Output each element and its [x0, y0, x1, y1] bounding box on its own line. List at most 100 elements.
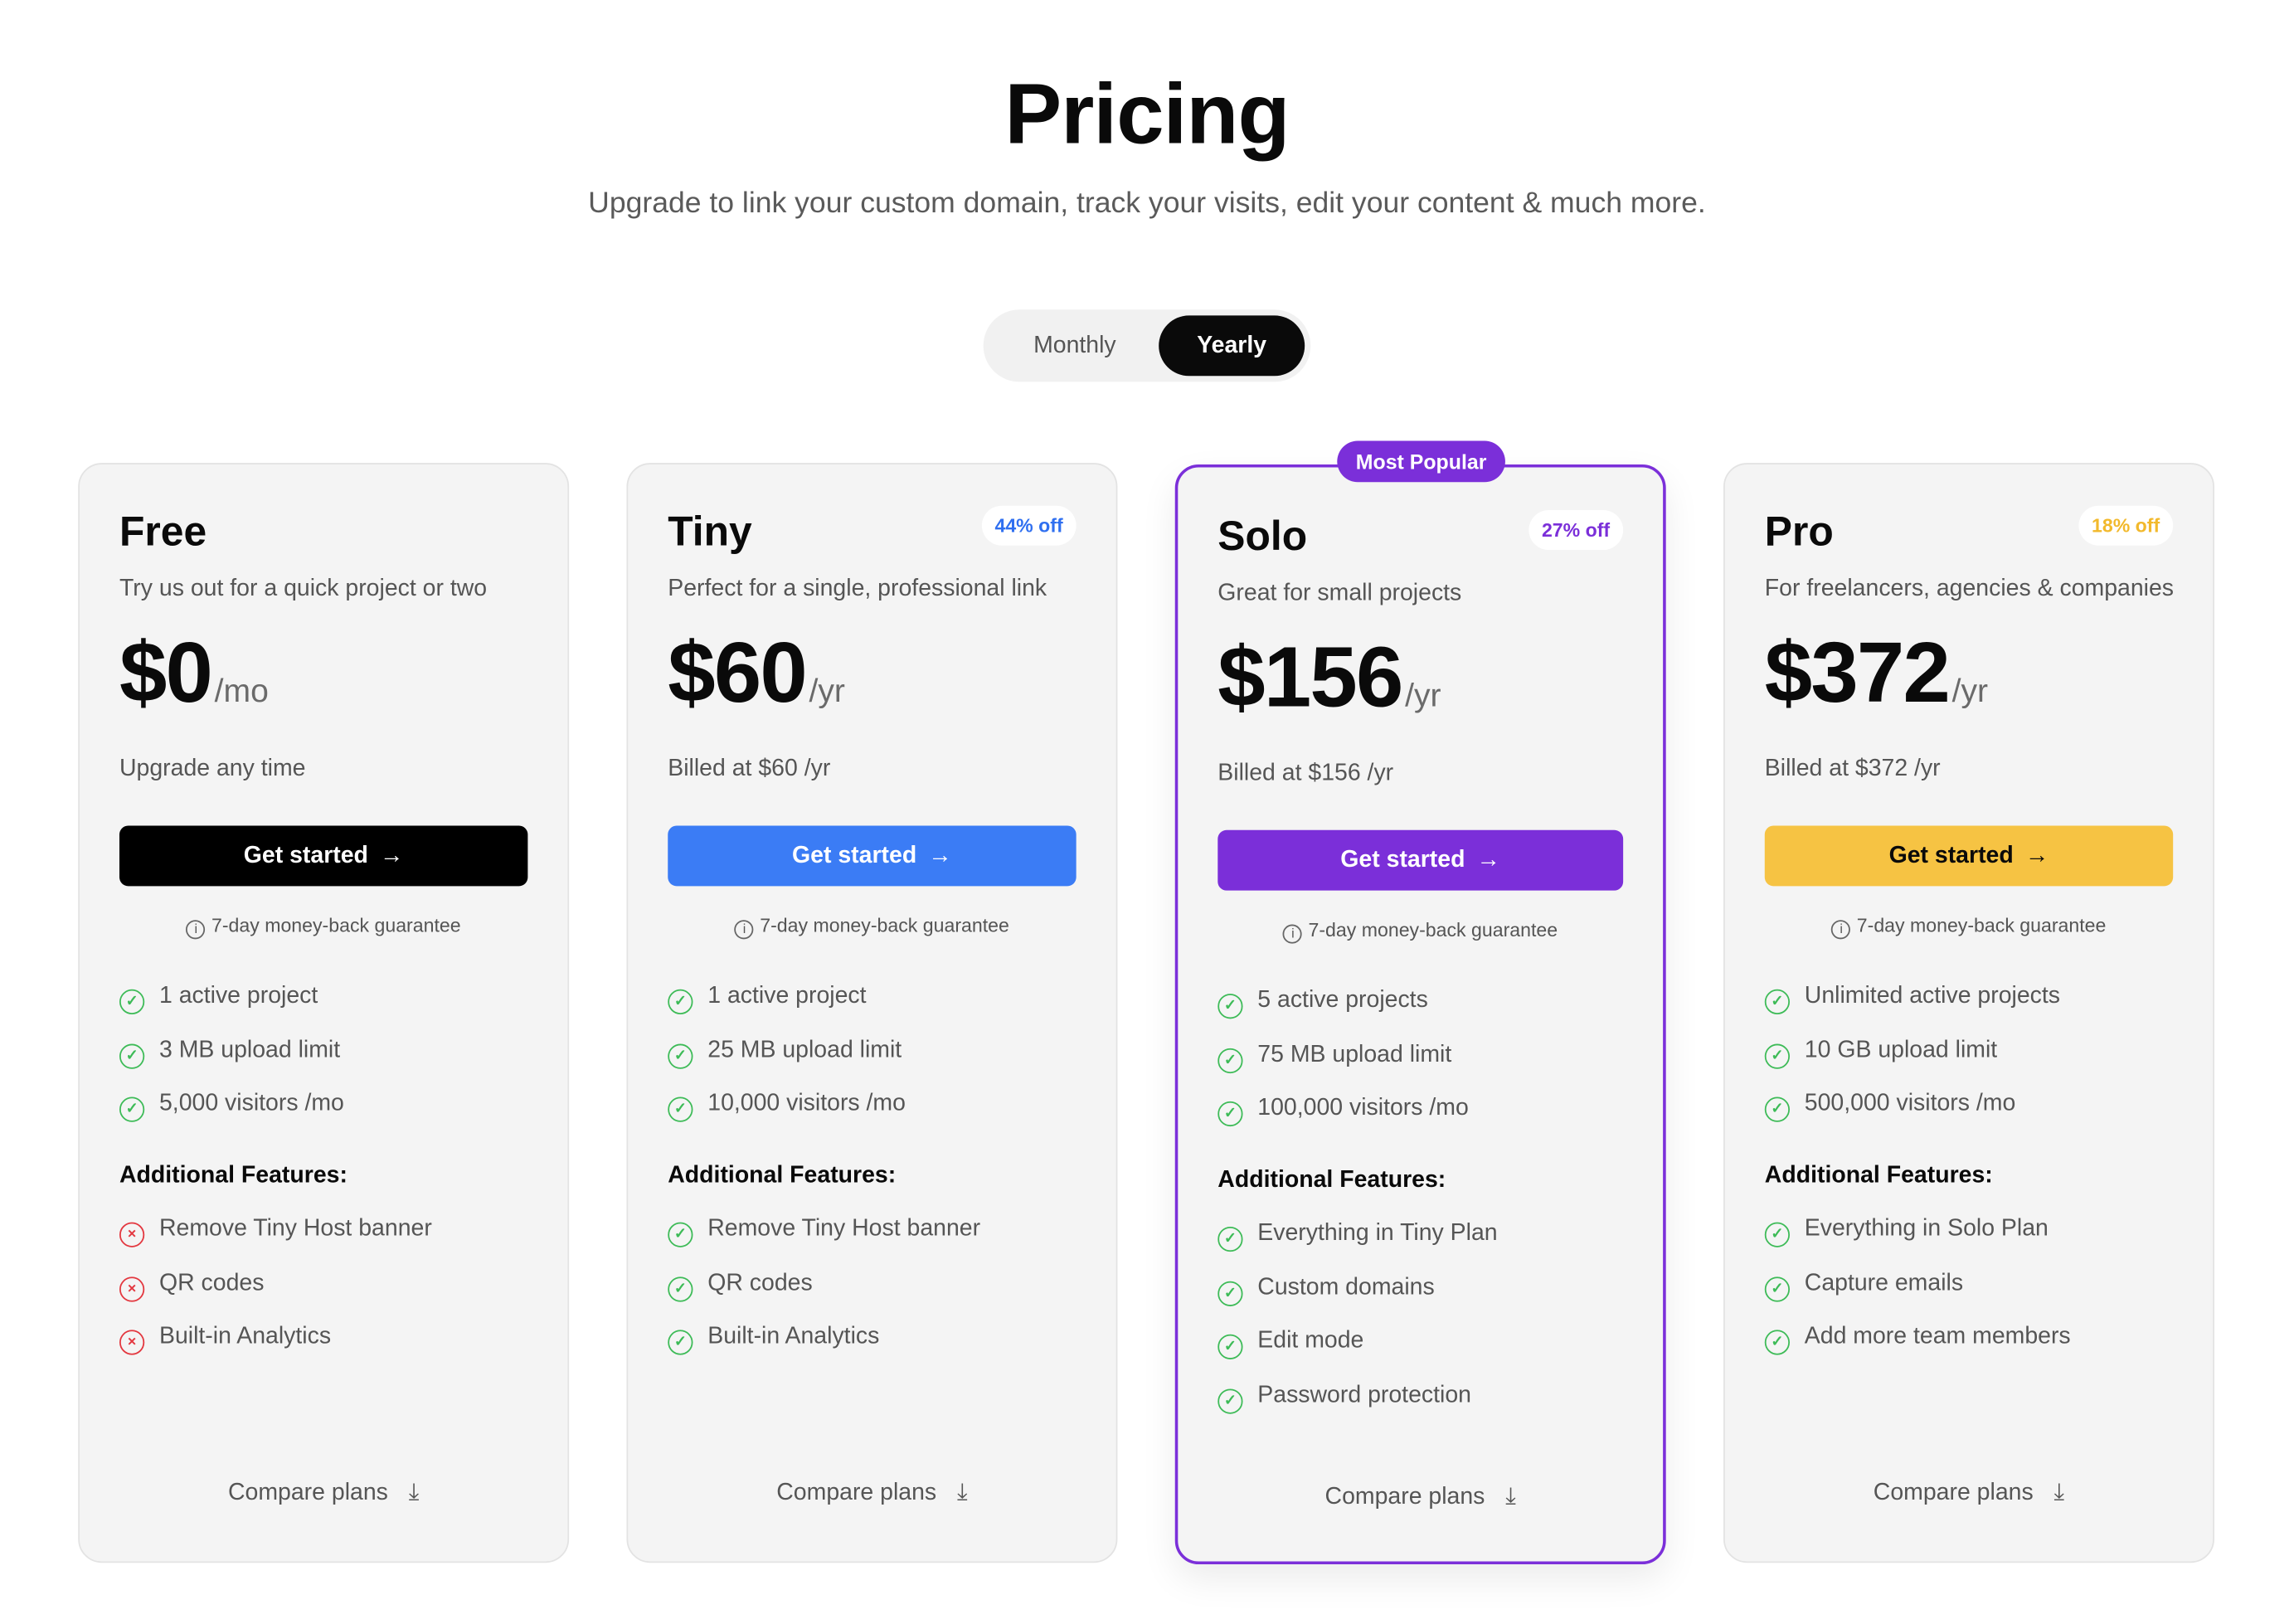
additional-feature-item: ✓ Built-in Analytics: [668, 1324, 879, 1355]
check-circle-icon: ✓: [1764, 1043, 1791, 1068]
check-circle-icon: ✓: [1764, 1276, 1791, 1301]
check-circle-icon: ✓: [119, 989, 145, 1014]
feature-label: Everything in Tiny Plan: [1257, 1220, 1498, 1247]
plan-name: Free: [119, 508, 207, 555]
feature-label: Remove Tiny Host banner: [158, 1216, 432, 1242]
feature-label: 5,000 visitors /mo: [158, 1091, 344, 1116]
compare-label: Compare plans: [228, 1480, 388, 1505]
plan-price: $0/mo: [119, 624, 269, 722]
plan-name: Tiny: [668, 508, 752, 555]
x-circle-icon: ×: [119, 1222, 145, 1247]
button-label: Get started: [792, 843, 917, 869]
feature-item: ✓ 3 MB upload limit: [119, 1038, 340, 1068]
additional-features-heading: Additional Features:: [668, 1163, 897, 1189]
plan-card-solo: Most Popular Solo 27% off Great for small p…: [1174, 440, 1666, 1565]
get-started-button[interactable]: Get started →: [1217, 829, 1624, 891]
get-started-button[interactable]: Get started →: [668, 825, 1077, 887]
discount-badge: 18% off: [2078, 505, 2174, 546]
info-icon: i: [1831, 920, 1851, 940]
additional-feature-item: ✓ Everything in Solo Plan: [1764, 1216, 2049, 1247]
money-back-guarantee: i 7-day money-back guarantee: [668, 914, 1076, 940]
x-circle-icon: ×: [119, 1330, 145, 1355]
get-started-button[interactable]: Get started →: [119, 825, 528, 887]
feature-item: ✓ 10 GB upload limit: [1764, 1038, 1997, 1068]
check-circle-icon: ✓: [1764, 1096, 1791, 1122]
feature-item: ✓ 5,000 visitors /mo: [119, 1091, 344, 1122]
page-title: Pricing: [1004, 66, 1290, 163]
additional-features-heading: Additional Features:: [1217, 1167, 1446, 1194]
feature-label: 10,000 visitors /mo: [707, 1091, 906, 1116]
price-period: /mo: [214, 672, 269, 710]
plan-description: Perfect for a single, professional link: [668, 576, 1047, 602]
check-circle-icon: ✓: [1764, 1330, 1791, 1355]
check-circle-icon: ✓: [668, 989, 693, 1014]
plan-price: $60/yr: [668, 624, 845, 722]
check-circle-icon: ✓: [1217, 1280, 1243, 1306]
money-back-guarantee: i 7-day money-back guarantee: [1765, 914, 2173, 940]
additional-features-heading: Additional Features:: [119, 1163, 348, 1189]
page-subtitle: Upgrade to link your custom domain, trac…: [588, 187, 1706, 220]
guarantee-text: 7-day money-back guarantee: [760, 914, 1009, 936]
plan-name: Pro: [1764, 508, 1834, 555]
info-icon: i: [735, 920, 755, 940]
additional-feature-item: ✓ Everything in Tiny Plan: [1217, 1220, 1498, 1252]
most-popular-badge: Most Popular: [1337, 440, 1505, 483]
additional-feature-item: ✓ Remove Tiny Host banner: [668, 1217, 980, 1247]
guarantee-text: 7-day money-back guarantee: [1856, 914, 2107, 936]
additional-feature-item: × Built-in Analytics: [119, 1324, 332, 1355]
feature-label: Unlimited active projects: [1804, 983, 2061, 1009]
check-circle-icon: ✓: [668, 1276, 693, 1301]
feature-label: 1 active project: [158, 983, 318, 1009]
check-circle-icon: ✓: [119, 1043, 145, 1068]
check-circle-icon: ✓: [668, 1222, 693, 1247]
billing-note: Billed at $60 /yr: [668, 756, 831, 782]
compare-label: Compare plans: [1873, 1480, 2034, 1505]
billing-toggle: Monthly Yearly: [983, 309, 1311, 382]
price-period: /yr: [809, 672, 845, 710]
arrow-right-icon: →: [1476, 848, 1501, 873]
feature-label: Built-in Analytics: [158, 1324, 332, 1349]
feature-label: Remove Tiny Host banner: [707, 1216, 981, 1242]
feature-item: ✓ 100,000 visitors /mo: [1217, 1096, 1469, 1127]
feature-item: ✓ 1 active project: [119, 984, 318, 1014]
download-icon: ⤓: [408, 1480, 420, 1505]
plan-description: Great for small projects: [1217, 581, 1462, 606]
x-circle-icon: ×: [119, 1276, 145, 1301]
feature-label: 25 MB upload limit: [707, 1037, 902, 1062]
feature-item: ✓ 10,000 visitors /mo: [668, 1091, 906, 1122]
compare-plans-link[interactable]: Compare plans ⤓: [668, 1481, 1076, 1507]
compare-plans-link[interactable]: Compare plans ⤓: [119, 1481, 527, 1507]
check-circle-icon: ✓: [1217, 1101, 1243, 1127]
guarantee-text: 7-day money-back guarantee: [1308, 918, 1558, 941]
feature-label: Everything in Solo Plan: [1804, 1216, 2049, 1242]
get-started-button[interactable]: Get started →: [1764, 825, 2174, 887]
price-period: /yr: [1405, 676, 1441, 714]
money-back-guarantee: i 7-day money-back guarantee: [1217, 918, 1623, 944]
billing-note: Upgrade any time: [119, 756, 306, 782]
price-amount: $156: [1217, 630, 1403, 726]
additional-feature-item: ✓ QR codes: [668, 1270, 813, 1301]
button-label: Get started: [243, 843, 368, 869]
plan-name: Solo: [1217, 513, 1308, 559]
monthly-option[interactable]: Monthly: [1033, 333, 1116, 358]
plan-card-tiny: Tiny 44% off Perfect for a single, profess…: [626, 463, 1118, 1563]
additional-feature-item: ✓ Capture emails: [1764, 1270, 1964, 1301]
yearly-option[interactable]: Yearly: [1159, 315, 1305, 377]
compare-plans-link[interactable]: Compare plans ⤓: [1765, 1481, 2173, 1507]
feature-label: QR codes: [707, 1270, 813, 1296]
check-circle-icon: ✓: [1217, 1226, 1243, 1252]
compare-label: Compare plans: [1324, 1485, 1485, 1510]
feature-label: QR codes: [158, 1270, 265, 1296]
feature-item: ✓ 1 active project: [668, 984, 867, 1014]
price-amount: $60: [668, 625, 807, 722]
feature-label: Capture emails: [1804, 1270, 1964, 1296]
arrow-right-icon: →: [380, 843, 404, 869]
info-icon: i: [186, 920, 206, 940]
check-circle-icon: ✓: [668, 1096, 693, 1122]
additional-feature-item: × QR codes: [119, 1270, 264, 1301]
compare-plans-link[interactable]: Compare plans ⤓: [1217, 1485, 1623, 1511]
arrow-right-icon: →: [2024, 843, 2049, 869]
plan-card-free: Free Try us out for a quick project or tw…: [78, 463, 570, 1563]
price-amount: $372: [1764, 625, 1951, 722]
